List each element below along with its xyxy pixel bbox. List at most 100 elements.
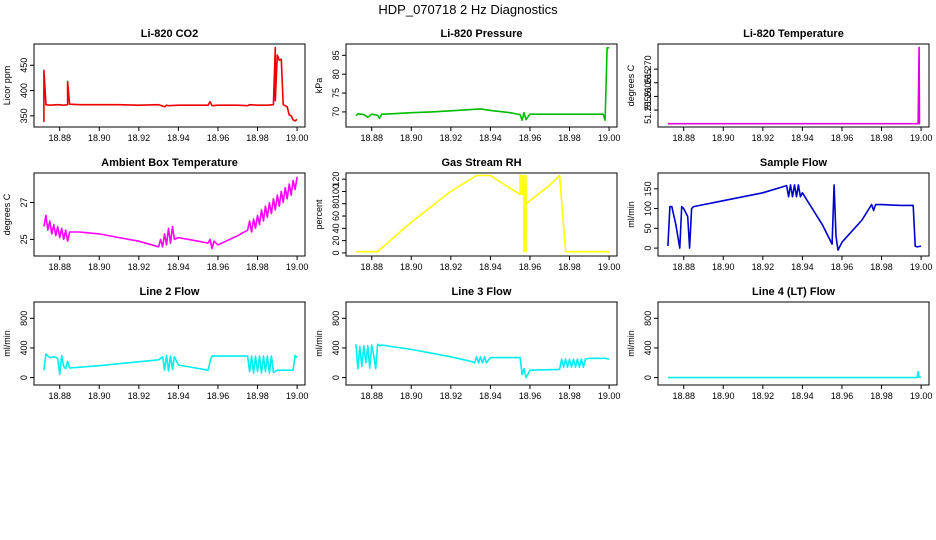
- y-tick-label: 51.260: [643, 83, 653, 111]
- x-tick-label: 18.96: [207, 391, 230, 401]
- y-tick-label: 25: [19, 234, 29, 244]
- x-tick-label: 18.96: [831, 133, 854, 143]
- y-axis-label: ml/min: [314, 330, 324, 357]
- x-tick-label: 18.98: [246, 133, 269, 143]
- x-tick-label: 18.90: [712, 133, 735, 143]
- series-line: [355, 343, 610, 379]
- y-tick-label: 800: [19, 311, 29, 326]
- y-tick-label: 400: [331, 340, 341, 355]
- chart-panel-9: Line 4 (LT) Flow 18.88 18.90 18.92 18.94 18.9…: [626, 286, 932, 401]
- x-tick-label: 18.90: [88, 133, 111, 143]
- y-axis-label: degrees C: [2, 193, 12, 235]
- panel-title: Ambient Box Temperature: [101, 157, 238, 169]
- x-tick-label: 19.00: [910, 133, 933, 143]
- panel-title: Li-820 CO2: [141, 28, 198, 40]
- y-axis-label: kPa: [314, 78, 324, 94]
- x-tick-label: 18.90: [712, 262, 735, 272]
- y-tick-label: 50: [643, 223, 653, 233]
- series-line: [43, 176, 298, 250]
- y-tick-label: 70: [331, 107, 341, 117]
- y-tick-label: 150: [643, 181, 653, 196]
- x-tick-label: 19.00: [286, 262, 309, 272]
- chart-panel-1: Li-820 CO2 18.88 18.90 18.92 18.94 18.96 18.98…: [2, 28, 308, 143]
- x-tick-label: 18.90: [400, 133, 423, 143]
- x-tick-label: 18.92: [752, 391, 775, 401]
- x-tick-label: 18.92: [440, 262, 463, 272]
- y-tick-label: 350: [19, 108, 29, 123]
- x-tick-label: 18.90: [400, 262, 423, 272]
- x-tick-label: 18.92: [128, 391, 151, 401]
- series-line: [667, 184, 922, 251]
- x-tick-label: 18.94: [791, 391, 814, 401]
- y-axis-label: ml/min: [626, 201, 636, 228]
- x-tick-label: 18.94: [167, 391, 190, 401]
- y-tick-label: 51.265: [643, 69, 653, 97]
- y-tick-label: 0: [331, 375, 341, 380]
- panel-title: Li-820 Pressure: [441, 28, 523, 40]
- y-tick-label: 80: [331, 69, 341, 79]
- y-tick-label: 51.270: [643, 55, 653, 83]
- x-tick-label: 18.96: [831, 391, 854, 401]
- x-tick-label: 18.92: [440, 391, 463, 401]
- x-tick-label: 18.90: [400, 391, 423, 401]
- y-axis-label: Licor ppm: [2, 66, 12, 106]
- y-tick-label: 100: [331, 184, 341, 199]
- x-tick-label: 18.88: [48, 391, 71, 401]
- x-tick-label: 18.94: [479, 391, 502, 401]
- x-tick-label: 18.96: [207, 262, 230, 272]
- series-line: [43, 353, 298, 376]
- x-tick-label: 18.98: [246, 391, 269, 401]
- x-tick-label: 18.98: [558, 391, 581, 401]
- panel-title: Sample Flow: [760, 157, 828, 169]
- chart-panel-2: Li-820 Pressure 18.88 18.90 18.92 18.94 18.96…: [314, 28, 620, 143]
- x-tick-label: 18.92: [752, 262, 775, 272]
- panel-title: Gas Stream RH: [441, 157, 521, 169]
- y-tick-label: 51.255: [643, 96, 653, 124]
- y-tick-label: 450: [19, 58, 29, 73]
- x-tick-label: 18.90: [712, 391, 735, 401]
- panel-title: Line 3 Flow: [452, 286, 512, 298]
- x-tick-label: 18.92: [128, 133, 151, 143]
- x-tick-label: 18.88: [672, 262, 695, 272]
- y-tick-label: 60: [331, 211, 341, 221]
- chart-panel-3: Li-820 Temperature 18.88 18.90 18.92 18.94 18…: [626, 28, 932, 143]
- x-tick-label: 18.90: [88, 391, 111, 401]
- series-line: [43, 46, 298, 122]
- x-tick-label: 18.96: [519, 391, 542, 401]
- y-tick-label: 800: [331, 311, 341, 326]
- plot-frame: [33, 172, 306, 257]
- y-tick-label: 20: [331, 236, 341, 246]
- y-tick-label: 0: [643, 375, 653, 380]
- series-line: [667, 46, 921, 125]
- y-tick-label: 0: [331, 250, 341, 255]
- y-tick-label: 0: [19, 375, 29, 380]
- x-tick-label: 18.92: [128, 262, 151, 272]
- x-tick-label: 18.98: [558, 262, 581, 272]
- plot-frame: [345, 301, 618, 386]
- x-tick-label: 18.96: [831, 262, 854, 272]
- x-tick-label: 18.94: [791, 133, 814, 143]
- x-tick-label: 19.00: [598, 262, 621, 272]
- x-tick-label: 18.90: [88, 262, 111, 272]
- x-tick-label: 18.98: [870, 262, 893, 272]
- x-tick-label: 18.88: [360, 133, 383, 143]
- y-axis-label: degrees C: [626, 64, 636, 106]
- x-tick-label: 18.88: [360, 262, 383, 272]
- x-tick-label: 19.00: [286, 391, 309, 401]
- x-tick-label: 18.94: [167, 133, 190, 143]
- x-tick-label: 18.88: [672, 133, 695, 143]
- y-tick-label: 800: [643, 311, 653, 326]
- chart-panels: Li-820 CO2 18.88 18.90 18.92 18.94 18.96 18.98…: [2, 28, 932, 401]
- x-tick-label: 18.94: [479, 133, 502, 143]
- x-tick-label: 18.94: [479, 262, 502, 272]
- plot-frame: [33, 43, 306, 128]
- x-tick-label: 18.88: [360, 391, 383, 401]
- y-axis-label: ml/min: [626, 330, 636, 357]
- x-tick-label: 19.00: [286, 133, 309, 143]
- x-tick-label: 18.94: [167, 262, 190, 272]
- series-line: [667, 370, 922, 379]
- y-tick-label: 27: [19, 198, 29, 208]
- x-tick-label: 18.88: [48, 262, 71, 272]
